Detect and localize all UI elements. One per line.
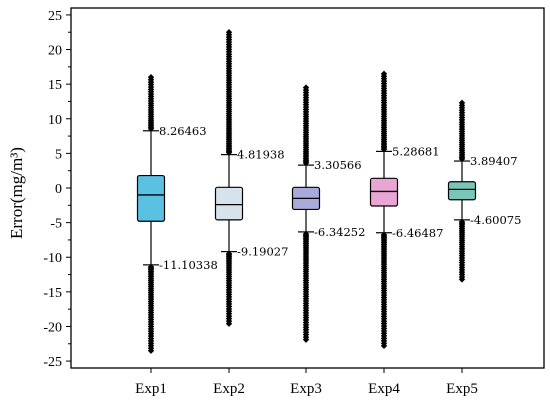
- y-tick-label: -10: [43, 251, 62, 266]
- x-tick-label: Exp3: [290, 381, 322, 397]
- outlier-point: [302, 84, 310, 91]
- y-tick-label: -25: [43, 355, 62, 370]
- outlier-point: [302, 336, 310, 343]
- whisker-high-label: 3.30566: [314, 158, 362, 172]
- box-exp2: [214, 29, 244, 327]
- y-tick-label: 0: [55, 182, 62, 197]
- box-iqr: [447, 181, 477, 201]
- y-tick-label: -20: [43, 320, 62, 335]
- box-iqr: [136, 174, 166, 222]
- whisker-high-label: 5.28681: [392, 144, 440, 158]
- y-tick-label: 25: [48, 9, 62, 24]
- outlier-point: [380, 70, 388, 77]
- box-exp3: [291, 84, 321, 343]
- box-iqr: [369, 177, 399, 207]
- box-iqr: [214, 186, 244, 221]
- outlier-point: [225, 29, 233, 36]
- y-tick-label: -15: [43, 286, 62, 301]
- outlier-point: [147, 74, 155, 81]
- outlier-point: [147, 347, 155, 354]
- whisker-low-label: -6.46487: [392, 226, 443, 240]
- y-tick-label: 10: [48, 113, 62, 128]
- box-exp4: [369, 70, 399, 350]
- y-tick-label: 15: [48, 78, 62, 93]
- box-exp5: [447, 99, 477, 283]
- whisker-high-label: 4.81938: [237, 148, 285, 162]
- whisker-high-label: 3.89407: [470, 154, 518, 168]
- whisker-low-label: -9.19027: [237, 245, 288, 259]
- y-axis-title: Error(mg/m³): [7, 147, 26, 239]
- y-tick-label: 5: [55, 147, 62, 162]
- plot-frame: [70, 7, 545, 369]
- x-tick-label: Exp1: [135, 381, 167, 397]
- whisker-low-label: -6.34252: [314, 225, 365, 239]
- whisker-high-label: 8.26463: [159, 124, 207, 138]
- y-tick-label: 20: [48, 44, 62, 59]
- whisker-low-label: -4.60075: [470, 213, 521, 227]
- outlier-point: [225, 320, 233, 327]
- whisker-low-label: -11.10338: [159, 258, 218, 272]
- y-tick-label: -5: [50, 217, 62, 232]
- x-tick-label: Exp4: [368, 381, 400, 397]
- box-exp1: [136, 74, 166, 354]
- x-tick-label: Exp5: [446, 381, 478, 397]
- x-tick-label: Exp2: [213, 381, 245, 397]
- outlier-point: [380, 342, 388, 350]
- outlier-point: [458, 276, 466, 283]
- outlier-point: [458, 99, 466, 107]
